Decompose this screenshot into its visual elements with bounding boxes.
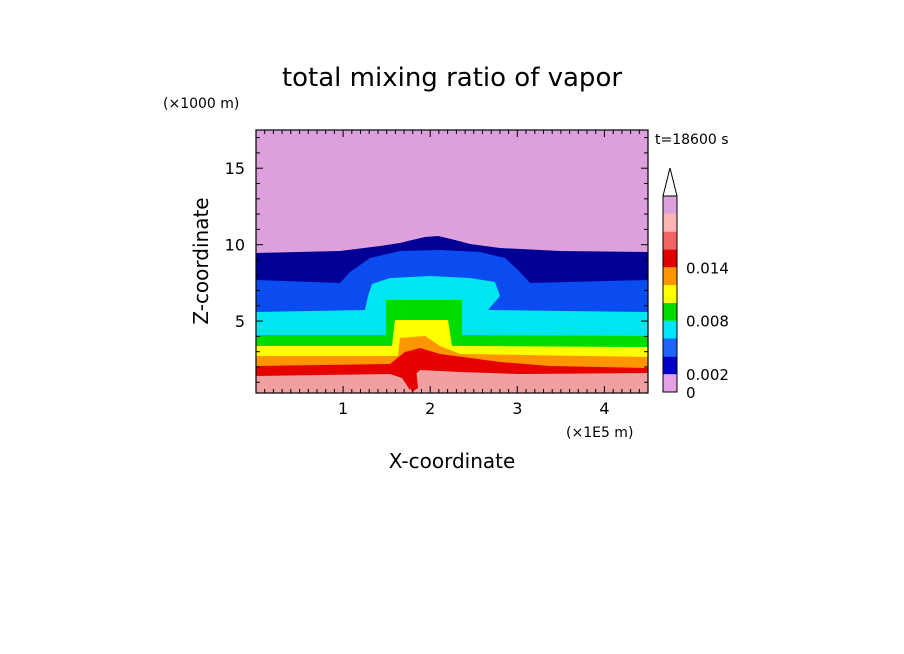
y-ticks: 5 10 15 — [225, 159, 245, 331]
colorbar-segment — [663, 213, 677, 232]
colorbar-tick-label: 0.002 — [686, 366, 729, 384]
colorbar-segment — [663, 196, 677, 214]
x-tick-label: 3 — [512, 399, 522, 418]
band-vapor-level-8 — [256, 370, 648, 393]
colorbar-segment — [663, 320, 677, 339]
y-axis-label: Z-coordinate — [189, 197, 213, 324]
y-unit-label: (×1000 m) — [163, 96, 239, 112]
colorbar-tick-label: 0 — [686, 384, 696, 402]
plot-area — [255, 129, 649, 394]
colorbar-segment — [663, 338, 677, 357]
minor-ticks — [256, 130, 648, 393]
x-axis-label: X-coordinate — [389, 449, 516, 473]
colorbar-segment — [663, 267, 677, 286]
colorbar: 00.002 0.008 0.014 — [662, 167, 729, 402]
colorbar-tick-label: 0.008 — [686, 313, 729, 331]
chart-title: total mixing ratio of vapor — [282, 63, 622, 93]
x-tick-label: 4 — [599, 399, 609, 418]
y-tick-label: 5 — [235, 312, 245, 331]
updraft-core — [405, 366, 418, 392]
x-unit-label: (×1E5 m) — [566, 425, 633, 441]
x-ticks: 1 2 3 4 — [338, 399, 610, 418]
colorbar-segment — [663, 356, 677, 375]
colorbar-segment — [663, 285, 677, 303]
y-tick-label: 15 — [225, 159, 245, 178]
colorbar-extend-arrow — [662, 167, 678, 197]
x-tick-label: 1 — [338, 399, 348, 418]
colorbar-segment — [663, 374, 677, 392]
y-tick-label: 10 — [225, 236, 245, 255]
time-label: t=18600 s — [655, 132, 729, 148]
colorbar-tick-label: 0.014 — [686, 259, 729, 277]
colorbar-segment — [663, 249, 677, 268]
plot-frame — [255, 129, 649, 394]
x-tick-label: 2 — [425, 399, 435, 418]
colorbar-segment — [663, 302, 677, 321]
colorbar-segment — [663, 231, 677, 250]
